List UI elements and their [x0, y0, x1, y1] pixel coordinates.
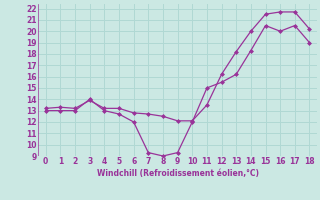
X-axis label: Windchill (Refroidissement éolien,°C): Windchill (Refroidissement éolien,°C)	[97, 169, 259, 178]
